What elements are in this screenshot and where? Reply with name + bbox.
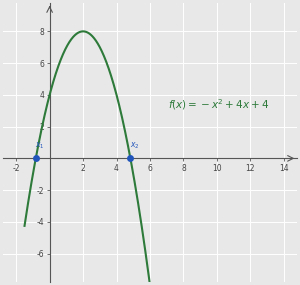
Text: $f(x)=-x^2+4x+4$: $f(x)=-x^2+4x+4$ <box>168 97 269 112</box>
Text: $x_2$: $x_2$ <box>130 141 140 151</box>
Text: $x_1$: $x_1$ <box>35 141 45 151</box>
